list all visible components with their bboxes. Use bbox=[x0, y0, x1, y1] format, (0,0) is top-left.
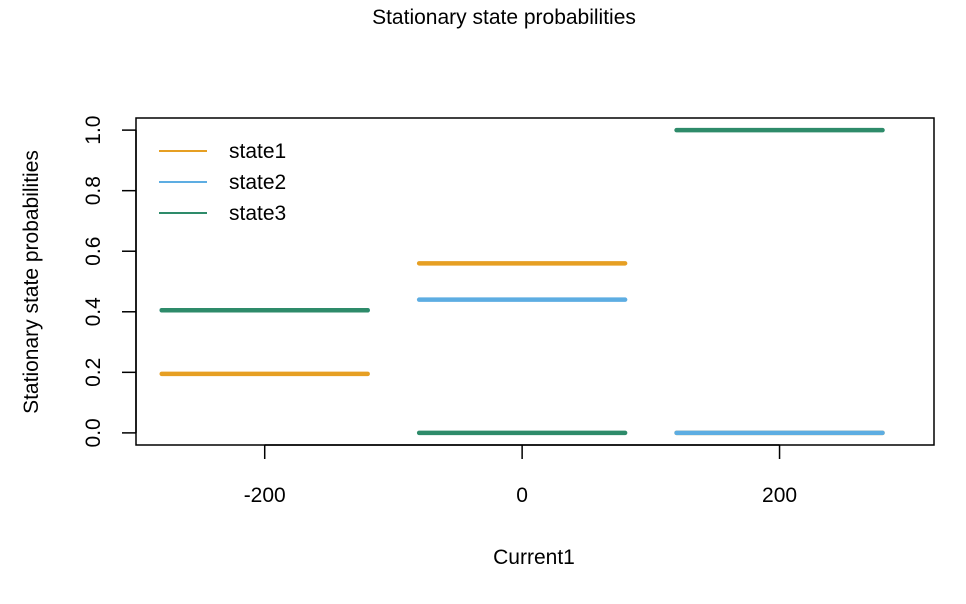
legend-label-state2: state2 bbox=[229, 171, 286, 194]
x-tick-label: 200 bbox=[762, 484, 797, 507]
legend-label-state3: state3 bbox=[229, 202, 286, 225]
y-tick-label: 1.0 bbox=[82, 116, 105, 145]
y-axis-label: Stationary state probabilities bbox=[20, 150, 43, 414]
legend: state1 state2 state3 bbox=[159, 140, 286, 225]
y-tick-label: 0.8 bbox=[82, 176, 105, 205]
x-axis-label: Current1 bbox=[493, 546, 575, 569]
y-tick-label: 0.6 bbox=[82, 237, 105, 266]
x-tick-label: -200 bbox=[244, 484, 286, 507]
x-axis: -200 0 200 bbox=[244, 444, 797, 507]
y-axis: 0.0 0.2 0.4 0.6 0.8 1.0 bbox=[82, 116, 137, 447]
y-tick-label: 0.4 bbox=[82, 297, 105, 327]
chart-title: Stationary state probabilities bbox=[372, 6, 636, 29]
y-tick-label: 0.2 bbox=[82, 358, 105, 387]
plot-marks bbox=[159, 127, 885, 436]
x-tick-label: 0 bbox=[516, 484, 528, 507]
legend-label-state1: state1 bbox=[229, 140, 286, 163]
y-tick-label: 0.0 bbox=[82, 418, 105, 447]
plot-frame bbox=[135, 117, 935, 446]
